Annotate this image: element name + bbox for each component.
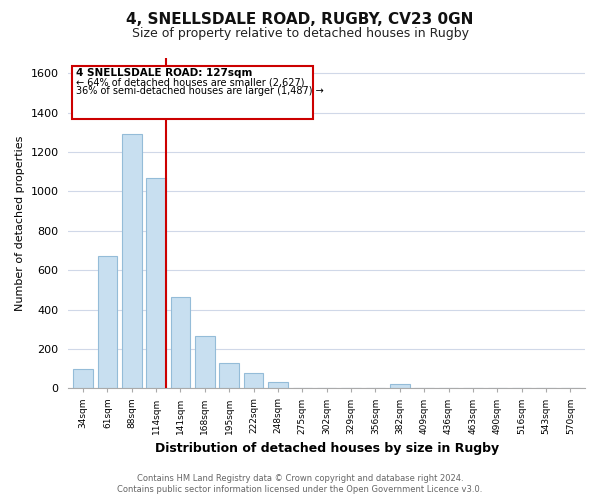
Bar <box>268 382 288 388</box>
Bar <box>390 384 410 388</box>
Bar <box>171 296 190 388</box>
FancyBboxPatch shape <box>72 66 313 118</box>
Text: Size of property relative to detached houses in Rugby: Size of property relative to detached ho… <box>131 28 469 40</box>
Bar <box>220 362 239 388</box>
X-axis label: Distribution of detached houses by size in Rugby: Distribution of detached houses by size … <box>155 442 499 455</box>
Text: 36% of semi-detached houses are larger (1,487) →: 36% of semi-detached houses are larger (… <box>76 86 323 96</box>
Text: 4, SNELLSDALE ROAD, RUGBY, CV23 0GN: 4, SNELLSDALE ROAD, RUGBY, CV23 0GN <box>127 12 473 28</box>
Bar <box>73 368 93 388</box>
Text: 4 SNELLSDALE ROAD: 127sqm: 4 SNELLSDALE ROAD: 127sqm <box>76 68 252 78</box>
Y-axis label: Number of detached properties: Number of detached properties <box>15 135 25 310</box>
Text: ← 64% of detached houses are smaller (2,627): ← 64% of detached houses are smaller (2,… <box>76 77 304 87</box>
Bar <box>146 178 166 388</box>
Text: Contains HM Land Registry data © Crown copyright and database right 2024.
Contai: Contains HM Land Registry data © Crown c… <box>118 474 482 494</box>
Bar <box>98 256 117 388</box>
Bar <box>122 134 142 388</box>
Bar <box>244 374 263 388</box>
Bar <box>195 336 215 388</box>
